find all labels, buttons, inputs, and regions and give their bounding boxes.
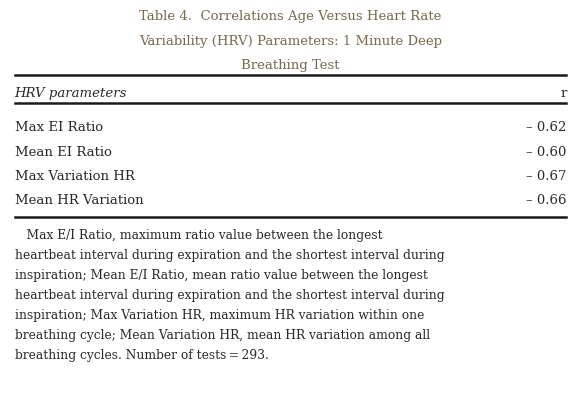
Text: Table 4.  Correlations Age Versus Heart Rate: Table 4. Correlations Age Versus Heart R… xyxy=(139,10,442,23)
Text: r: r xyxy=(560,87,566,100)
Text: inspiration; Mean E/I Ratio, mean ratio value between the longest: inspiration; Mean E/I Ratio, mean ratio … xyxy=(15,269,428,282)
Text: breathing cycle; Mean Variation HR, mean HR variation among all: breathing cycle; Mean Variation HR, mean… xyxy=(15,329,430,342)
Text: – 0.67: – 0.67 xyxy=(526,170,566,183)
Text: breathing cycles. Number of tests = 293.: breathing cycles. Number of tests = 293. xyxy=(15,349,268,362)
Text: Max E/I Ratio, maximum ratio value between the longest: Max E/I Ratio, maximum ratio value betwe… xyxy=(15,229,382,242)
Text: heartbeat interval during expiration and the shortest interval during: heartbeat interval during expiration and… xyxy=(15,249,444,262)
Text: – 0.66: – 0.66 xyxy=(526,194,566,207)
Text: – 0.60: – 0.60 xyxy=(526,146,566,158)
Text: Max Variation HR: Max Variation HR xyxy=(15,170,134,183)
Text: Breathing Test: Breathing Test xyxy=(241,59,340,72)
Text: heartbeat interval during expiration and the shortest interval during: heartbeat interval during expiration and… xyxy=(15,289,444,302)
Text: Max EI Ratio: Max EI Ratio xyxy=(15,121,103,134)
Text: Mean EI Ratio: Mean EI Ratio xyxy=(15,146,112,158)
Text: Mean HR Variation: Mean HR Variation xyxy=(15,194,143,207)
Text: Variability (HRV) Parameters: 1 Minute Deep: Variability (HRV) Parameters: 1 Minute D… xyxy=(139,35,442,47)
Text: inspiration; Max Variation HR, maximum HR variation within one: inspiration; Max Variation HR, maximum H… xyxy=(15,309,424,322)
Text: – 0.62: – 0.62 xyxy=(526,121,566,134)
Text: HRV parameters: HRV parameters xyxy=(15,87,127,100)
